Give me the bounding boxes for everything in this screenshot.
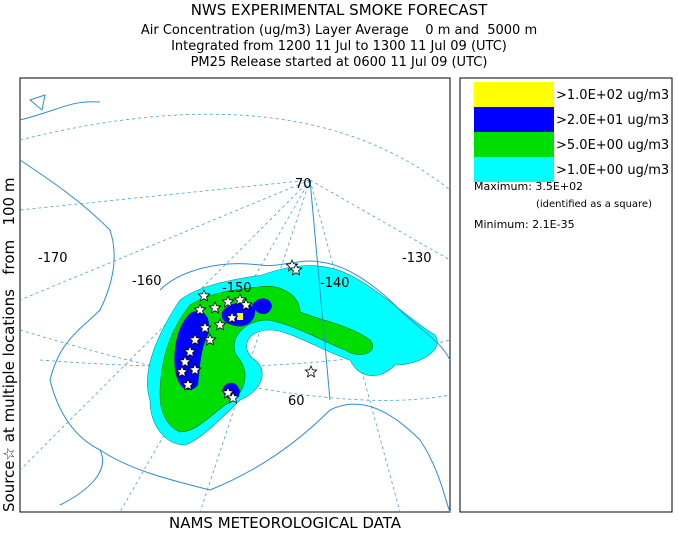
meridian xyxy=(199,179,311,513)
source-star xyxy=(188,332,202,346)
source-star xyxy=(193,302,207,316)
plume-green xyxy=(159,285,373,433)
parallel xyxy=(19,329,451,401)
source-star xyxy=(188,362,202,376)
title: NWS EXPERIMENTAL SMOKE FORECAST xyxy=(191,1,488,19)
subtitle: Integrated from 1200 11 Jul to 1300 11 J… xyxy=(171,39,507,54)
source-star xyxy=(304,364,318,378)
coast xyxy=(99,403,451,513)
meridian xyxy=(119,179,311,513)
maximum: Maximum: 3.5E+02 xyxy=(474,180,583,193)
parallel xyxy=(19,113,451,191)
side-label: Source☆ at multiple locations from 100 m xyxy=(0,178,18,512)
grid-label: -140 xyxy=(320,276,350,291)
source-star xyxy=(226,390,240,404)
source-star xyxy=(183,344,197,358)
border xyxy=(309,179,331,401)
source-star xyxy=(181,377,195,391)
source-star xyxy=(225,310,239,324)
plume-yellow xyxy=(237,313,243,320)
legend-label: >5.0E+00 ug/m3 xyxy=(556,138,669,153)
subtitle: Air Concentration (ug/m3) Layer Average … xyxy=(141,23,537,38)
grid-label: -170 xyxy=(38,251,68,266)
grid-label: -150 xyxy=(222,281,252,296)
source-star xyxy=(203,332,217,346)
source-star xyxy=(208,300,222,314)
source-star xyxy=(289,262,303,276)
grid-label: 60 xyxy=(288,394,305,409)
source-star xyxy=(175,364,189,378)
legend-swatch xyxy=(474,157,554,182)
source-star xyxy=(213,317,227,331)
subtitle: PM25 Release started at 0600 11 Jul 09 (… xyxy=(191,55,488,70)
legend-swatch xyxy=(474,132,554,157)
meridian xyxy=(309,179,451,261)
meridian xyxy=(19,179,311,211)
grid-label: -130 xyxy=(402,251,432,266)
source-star xyxy=(198,320,212,334)
map: -170 -160 -150 -140 -130 70 60 xyxy=(19,94,451,513)
footer: NAMS METEOROLOGICAL DATA xyxy=(169,514,402,532)
source-star xyxy=(221,294,235,308)
source-star xyxy=(239,297,253,311)
legend-label: >2.0E+01 ug/m3 xyxy=(556,113,669,128)
sources xyxy=(175,258,318,404)
meridian xyxy=(19,179,311,301)
legend-label: >1.0E+02 ug/m3 xyxy=(556,88,669,103)
coast xyxy=(19,101,115,506)
source-star xyxy=(178,354,192,368)
plume-blue xyxy=(252,298,272,315)
grid-label: 70 xyxy=(295,177,312,192)
legend: >1.0E+02 ug/m3 >2.0E+01 ug/m3 >5.0E+00 ug/… xyxy=(474,82,669,182)
legend-swatch xyxy=(474,82,554,107)
coastline xyxy=(19,94,451,513)
grid-labels: -170 -160 -150 -140 -130 70 60 xyxy=(38,177,432,409)
source-star xyxy=(233,292,247,306)
grid-label: -160 xyxy=(132,274,162,289)
minimum: Minimum: 2.1E-35 xyxy=(474,218,575,231)
source-star xyxy=(197,288,211,302)
legend-label: >1.0E+00 ug/m3 xyxy=(556,163,669,178)
maximum-note: (identified as a square) xyxy=(536,199,652,210)
coast xyxy=(159,260,451,361)
island xyxy=(28,94,46,111)
legend-swatch xyxy=(474,107,554,132)
